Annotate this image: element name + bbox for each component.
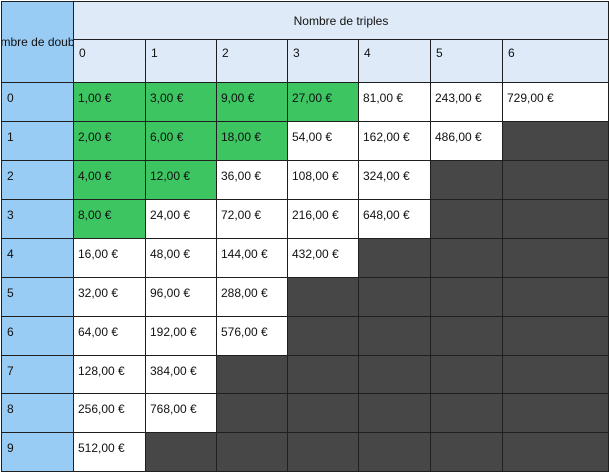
value-cell: 512,00 € <box>73 432 146 472</box>
row-header: 3 <box>1 199 74 239</box>
value-cell: 81,00 € <box>358 82 431 122</box>
value-cell: 24,00 € <box>145 199 217 239</box>
value-cell: 72,00 € <box>216 199 288 239</box>
value-cell: 256,00 € <box>73 393 146 433</box>
unavailable-cell <box>502 121 609 161</box>
value-cell: 729,00 € <box>502 82 609 122</box>
unavailable-cell <box>430 160 503 200</box>
value-cell: 432,00 € <box>287 238 359 278</box>
value-cell: 216,00 € <box>287 199 359 239</box>
value-cell: 768,00 € <box>145 393 217 433</box>
unavailable-cell <box>358 393 431 433</box>
column-header: 4 <box>358 39 431 83</box>
row-header: 4 <box>1 238 74 278</box>
value-cell: 648,00 € <box>358 199 431 239</box>
unavailable-cell <box>358 355 431 394</box>
row-header: 1 <box>1 121 74 161</box>
column-header: 0 <box>73 39 146 83</box>
unavailable-cell <box>216 355 288 394</box>
value-cell: 128,00 € <box>73 355 146 394</box>
unavailable-cell <box>430 277 503 317</box>
value-cell: 18,00 € <box>216 121 288 161</box>
unavailable-cell <box>502 432 609 472</box>
value-cell: 384,00 € <box>145 355 217 394</box>
unavailable-cell <box>358 316 431 356</box>
value-cell: 288,00 € <box>216 277 288 317</box>
value-cell: 576,00 € <box>216 316 288 356</box>
unavailable-cell <box>502 393 609 433</box>
column-header: 2 <box>216 39 288 83</box>
column-header: 1 <box>145 39 217 83</box>
column-axis-header: Nombre de triples <box>73 1 609 40</box>
unavailable-cell <box>430 393 503 433</box>
value-cell: 4,00 € <box>73 160 146 200</box>
value-cell: 144,00 € <box>216 238 288 278</box>
row-header: 6 <box>1 316 74 356</box>
row-header: 9 <box>1 432 74 472</box>
value-cell: 9,00 € <box>216 82 288 122</box>
value-cell: 108,00 € <box>287 160 359 200</box>
unavailable-cell <box>430 316 503 356</box>
value-cell: 162,00 € <box>358 121 431 161</box>
value-cell: 12,00 € <box>145 160 217 200</box>
unavailable-cell <box>287 316 359 356</box>
value-cell: 243,00 € <box>430 82 503 122</box>
unavailable-cell <box>430 432 503 472</box>
unavailable-cell <box>430 238 503 278</box>
unavailable-cell <box>287 393 359 433</box>
value-cell: 36,00 € <box>216 160 288 200</box>
value-cell: 324,00 € <box>358 160 431 200</box>
value-cell: 96,00 € <box>145 277 217 317</box>
unavailable-cell <box>430 199 503 239</box>
value-cell: 48,00 € <box>145 238 217 278</box>
value-cell: 6,00 € <box>145 121 217 161</box>
value-cell: 486,00 € <box>430 121 503 161</box>
value-cell: 8,00 € <box>73 199 146 239</box>
unavailable-cell <box>287 277 359 317</box>
unavailable-cell <box>502 160 609 200</box>
column-header: 5 <box>430 39 503 83</box>
row-header: 5 <box>1 277 74 317</box>
unavailable-cell <box>358 432 431 472</box>
row-header: 7 <box>1 355 74 394</box>
unavailable-cell <box>287 432 359 472</box>
unavailable-cell <box>358 277 431 317</box>
value-cell: 3,00 € <box>145 82 217 122</box>
unavailable-cell <box>358 238 431 278</box>
value-cell: 1,00 € <box>73 82 146 122</box>
row-header: 8 <box>1 393 74 433</box>
unavailable-cell <box>430 355 503 394</box>
unavailable-cell <box>216 393 288 433</box>
row-axis-header: Nombre de doubles <box>1 1 74 83</box>
unavailable-cell <box>502 355 609 394</box>
value-cell: 192,00 € <box>145 316 217 356</box>
unavailable-cell <box>145 432 217 472</box>
value-cell: 64,00 € <box>73 316 146 356</box>
column-header: 3 <box>287 39 359 83</box>
unavailable-cell <box>502 316 609 356</box>
value-cell: 32,00 € <box>73 277 146 317</box>
row-header: 2 <box>1 160 74 200</box>
value-cell: 16,00 € <box>73 238 146 278</box>
value-cell: 54,00 € <box>287 121 359 161</box>
unavailable-cell <box>502 199 609 239</box>
column-header: 6 <box>502 39 609 83</box>
value-cell: 27,00 € <box>287 82 359 122</box>
value-cell: 2,00 € <box>73 121 146 161</box>
unavailable-cell <box>287 355 359 394</box>
unavailable-cell <box>502 238 609 278</box>
unavailable-cell <box>216 432 288 472</box>
row-header: 0 <box>1 82 74 122</box>
unavailable-cell <box>502 277 609 317</box>
